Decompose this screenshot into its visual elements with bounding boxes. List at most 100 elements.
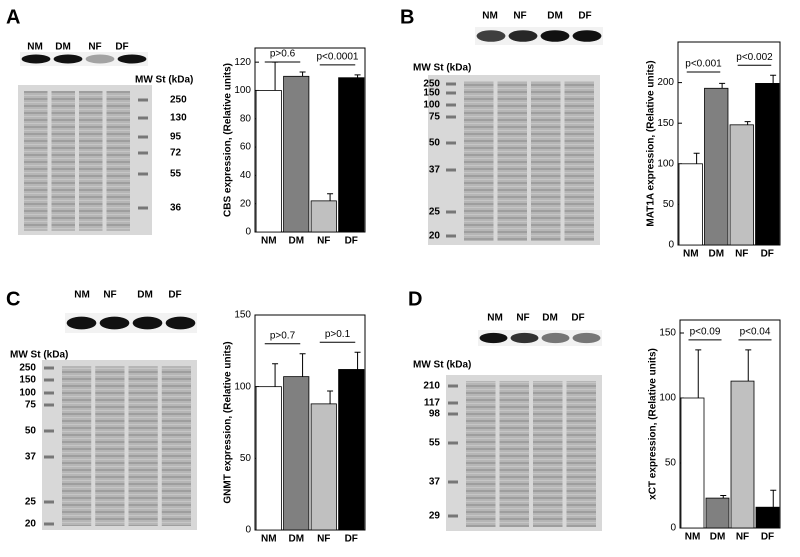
gel-lane <box>51 91 75 231</box>
mw-marker: 250 <box>19 363 36 374</box>
x-tick-label: NM <box>683 249 699 260</box>
x-tick-label: DF <box>761 249 774 260</box>
gel-lane <box>466 381 496 527</box>
lane-label: NM <box>482 11 498 22</box>
ladder-band <box>446 103 456 107</box>
gel-lane <box>533 381 563 527</box>
x-tick-label: NF <box>317 534 330 545</box>
y-tick-label: 60 <box>240 142 252 153</box>
blot-band <box>165 316 196 330</box>
gel-lane <box>62 366 92 526</box>
x-tick-label: DM <box>710 532 726 543</box>
y-axis-label: GNMT expression, (Relative units) <box>223 341 234 503</box>
x-tick-label: NF <box>317 236 330 247</box>
blot-band <box>85 54 115 64</box>
blot-band <box>479 332 508 344</box>
blot-band <box>53 54 83 64</box>
error-bar <box>720 495 727 499</box>
gel-lane <box>566 381 596 527</box>
lane-label: NF <box>88 42 101 53</box>
error-bar <box>770 74 777 84</box>
error-bar <box>719 82 726 89</box>
mw-label: MW St (kDa) <box>135 75 193 86</box>
gel-lane <box>161 366 191 526</box>
bar <box>678 163 703 246</box>
x-tick-label: NM <box>685 532 701 543</box>
mw-marker: 100 <box>19 388 36 399</box>
y-tick-label: 20 <box>240 198 252 209</box>
mw-marker: 50 <box>429 138 441 149</box>
ladder-band <box>44 378 54 382</box>
panel-letter: D <box>408 288 422 310</box>
mw-marker: 36 <box>170 203 182 214</box>
y-tick-label: 100 <box>659 393 676 404</box>
mw-marker: 20 <box>25 519 37 530</box>
mw-label: MW St (kDa) <box>10 350 68 361</box>
plot-frame <box>254 314 366 531</box>
gel-lane <box>128 366 158 526</box>
lane-label: DF <box>115 42 128 53</box>
error-bar <box>354 351 361 370</box>
blot-band <box>541 332 570 344</box>
blot-strip <box>475 27 603 45</box>
mw-marker: 98 <box>429 409 441 420</box>
blot-band <box>540 30 570 42</box>
bar <box>680 397 705 529</box>
ladder-band <box>448 401 458 405</box>
mw-label: MW St (kDa) <box>413 360 471 371</box>
mw-marker: 75 <box>25 400 37 411</box>
y-axis-label: xCT expression, (Relative units) <box>648 348 659 500</box>
ladder-band <box>446 115 456 119</box>
x-tick-label: NF <box>736 532 749 543</box>
gel-lane <box>464 81 494 241</box>
error-bar <box>693 152 700 164</box>
annotation: p<0.04 <box>740 327 771 338</box>
y-tick-label: 0 <box>245 227 251 238</box>
blot-band <box>66 316 97 330</box>
bar <box>283 376 310 531</box>
ladder-band <box>446 82 456 86</box>
bar <box>730 380 755 529</box>
lane-label: NF <box>103 290 116 301</box>
ladder-band <box>44 403 54 407</box>
lane-label: DM <box>542 313 558 324</box>
ladder-band <box>446 168 456 172</box>
ladder-band <box>138 151 148 155</box>
bar <box>729 124 754 246</box>
ladder-band <box>138 135 148 139</box>
error-bar <box>272 363 279 387</box>
blot-band <box>510 332 539 344</box>
mw-marker: 117 <box>424 398 441 409</box>
blot-band <box>21 54 51 64</box>
error-bar <box>354 74 361 78</box>
gel-lane <box>79 91 103 231</box>
ladder-band <box>44 522 54 526</box>
x-tick-label: DM <box>288 534 304 545</box>
bar <box>755 506 780 529</box>
plot-frame <box>677 41 781 246</box>
blot-strip <box>65 313 197 333</box>
ladder-band <box>448 384 458 388</box>
y-tick-label: 50 <box>240 453 252 464</box>
lane-label: DF <box>571 313 584 324</box>
y-tick-label: 150 <box>659 328 676 339</box>
mw-marker: 130 <box>170 113 187 124</box>
bar <box>338 77 365 233</box>
ladder-band <box>448 514 458 518</box>
mw-marker: 20 <box>429 231 441 242</box>
y-tick-label: 0 <box>668 240 674 251</box>
ladder-band <box>138 206 148 210</box>
x-tick-label: DF <box>345 236 358 247</box>
mw-marker: 25 <box>25 497 37 508</box>
x-tick-label: NM <box>261 534 277 545</box>
plot-frame <box>254 47 366 233</box>
gel-lane <box>531 81 561 241</box>
ladder-band <box>138 116 148 120</box>
y-tick-label: 50 <box>665 458 677 469</box>
y-tick-label: 100 <box>657 158 674 169</box>
mw-marker: 150 <box>423 88 440 99</box>
error-bar <box>695 349 702 398</box>
bar <box>755 83 780 246</box>
blot-band <box>572 30 602 42</box>
